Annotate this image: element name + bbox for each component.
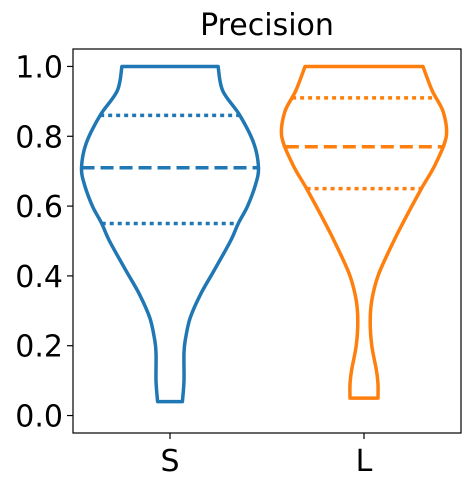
y-axis: 0.0 0.2 0.4 0.6 0.8 1.0 [15, 50, 73, 435]
y-tick-label: 1.0 [15, 50, 63, 85]
y-tick-label: 0.0 [15, 400, 63, 435]
x-category-label: L [356, 444, 373, 479]
violin-body-S [79, 64, 261, 404]
y-tick-label: 0.4 [15, 260, 63, 295]
y-tick-label: 0.2 [15, 330, 63, 365]
x-category-label: S [160, 444, 179, 479]
violins-layer [79, 64, 449, 404]
y-tick-label: 0.6 [15, 190, 63, 225]
violin-body-L [279, 64, 449, 400]
chart-title: Precision [200, 8, 334, 43]
y-tick-label: 0.8 [15, 120, 63, 155]
plot-frame [72, 48, 462, 434]
